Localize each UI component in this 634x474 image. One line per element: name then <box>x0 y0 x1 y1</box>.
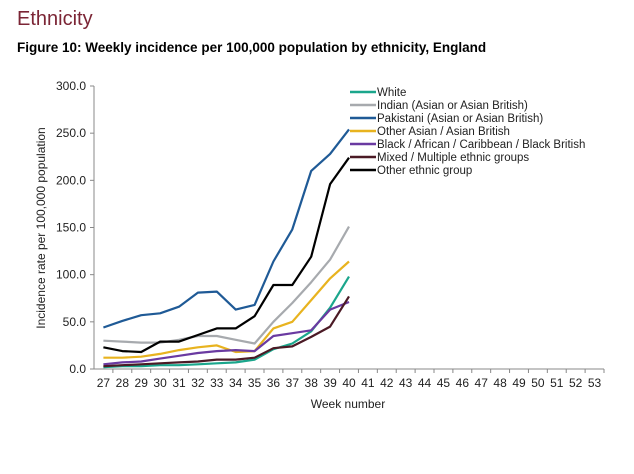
legend-label: Other ethnic group <box>377 165 472 177</box>
x-tick-label: 39 <box>323 376 337 390</box>
x-tick-label: 41 <box>361 376 375 390</box>
series-line-3 <box>103 260 350 359</box>
x-tick-label: 27 <box>97 376 111 390</box>
series-line-4 <box>103 300 350 366</box>
axes: 0.0 50.0 100.0 150.0 200.0 250.0 300.0 27 28 29 30… <box>56 79 605 390</box>
x-tick-label: 53 <box>588 376 602 390</box>
x-tick-label: 52 <box>569 376 583 390</box>
x-tick-label: 35 <box>248 376 262 390</box>
x-tick-label: 48 <box>493 376 507 390</box>
series-lines <box>103 128 350 369</box>
x-tick-label: 49 <box>512 376 526 390</box>
y-tick-label: 50.0 <box>63 315 87 329</box>
y-tick-label: 0.0 <box>69 362 86 376</box>
x-tick-label: 40 <box>342 376 356 390</box>
x-tick-label: 34 <box>229 376 243 390</box>
series-line-2 <box>103 128 350 329</box>
legend-label: Indian (Asian or Asian British) <box>377 100 528 112</box>
legend-label: Mixed / Multiple ethnic groups <box>377 152 529 164</box>
legend-label: Black / African / Caribbean / Black Brit… <box>377 139 585 151</box>
x-tick-label: 47 <box>475 376 489 390</box>
x-tick-label: 50 <box>531 376 545 390</box>
x-tick-label: 29 <box>135 376 149 390</box>
x-tick-label: 31 <box>172 376 186 390</box>
y-tick-label: 250.0 <box>56 126 86 140</box>
x-tick-label: 33 <box>210 376 224 390</box>
series-line-6 <box>103 157 350 354</box>
x-tick-label: 36 <box>267 376 281 390</box>
figure-title: Figure 10: Weekly incidence per 100,000 … <box>17 40 487 55</box>
x-tick-label: 44 <box>418 376 432 390</box>
series-line-5 <box>103 295 350 368</box>
x-axis-label: Week number <box>311 397 385 411</box>
y-tick-label: 300.0 <box>56 79 86 93</box>
x-tick-label: 30 <box>153 376 167 390</box>
legend-label: Pakistani (Asian or Asian British) <box>377 113 543 125</box>
legend-label: Other Asian / Asian British <box>377 126 510 138</box>
x-tick-label: 28 <box>116 376 130 390</box>
series-line-1 <box>103 226 350 345</box>
x-tick-label: 46 <box>456 376 470 390</box>
x-tick-label: 38 <box>305 376 319 390</box>
x-tick-label: 32 <box>191 376 205 390</box>
y-tick-label: 100.0 <box>56 268 86 282</box>
x-tick-label: 51 <box>550 376 564 390</box>
y-axis-label: Incidence rate per 100,000 population <box>34 127 48 329</box>
section-title: Ethnicity <box>17 8 93 30</box>
y-tick-label: 200.0 <box>56 173 86 187</box>
legend-label: White <box>377 87 406 99</box>
y-tick-label: 150.0 <box>56 221 86 235</box>
x-tick-label: 37 <box>286 376 300 390</box>
series-line-0 <box>103 276 350 369</box>
x-tick-label: 43 <box>399 376 413 390</box>
x-tick-label: 45 <box>437 376 451 390</box>
x-tick-label: 42 <box>380 376 394 390</box>
